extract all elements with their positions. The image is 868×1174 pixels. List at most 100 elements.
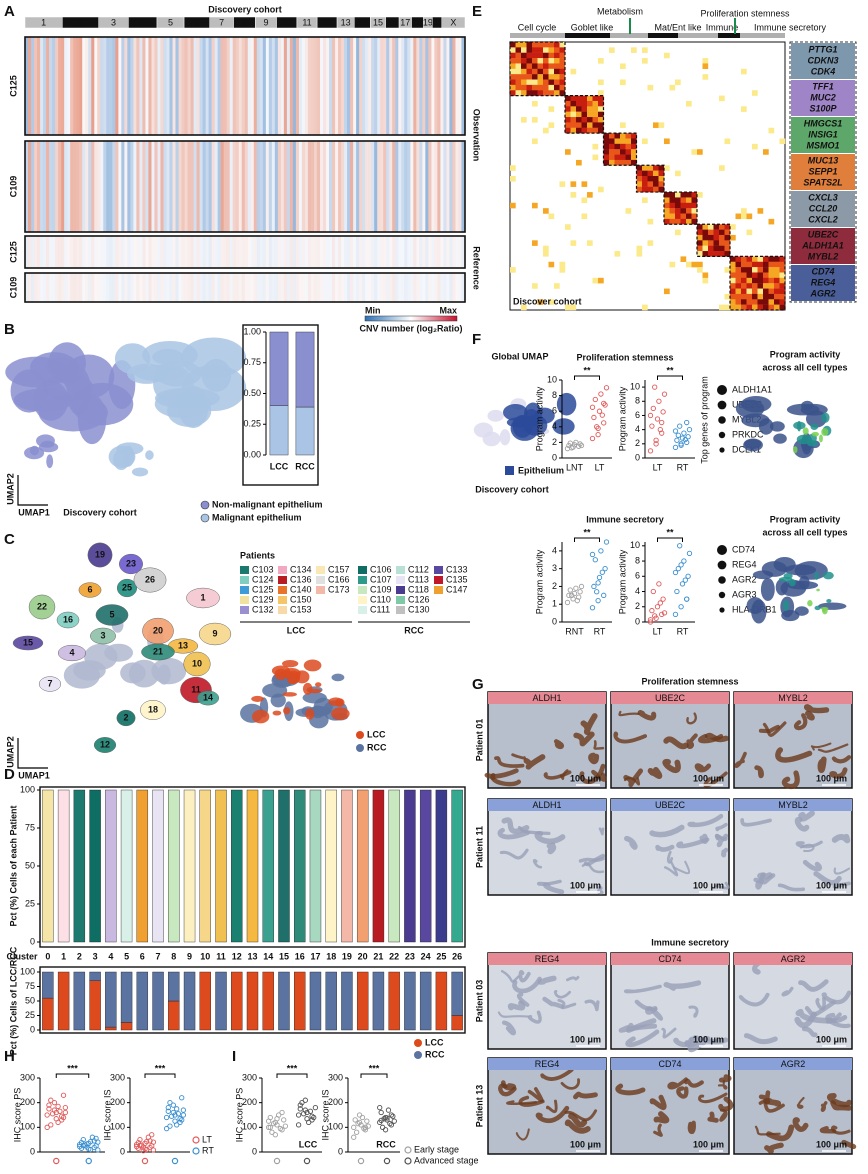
bar xyxy=(120,789,133,943)
marker-header xyxy=(611,953,729,965)
bar xyxy=(372,789,385,943)
tissue xyxy=(775,747,813,763)
cluster-blob xyxy=(56,611,80,629)
y-tick-label: 0 xyxy=(635,616,640,626)
data-point xyxy=(358,1122,364,1128)
heatmap-cell xyxy=(570,181,577,187)
x-tick-label: 15 xyxy=(279,951,289,961)
cnv-stripe xyxy=(452,141,456,232)
umap-cells xyxy=(145,450,154,460)
axis-title: UMAP1 xyxy=(18,507,50,517)
cnv-stripe xyxy=(347,236,351,268)
tissue xyxy=(653,1123,663,1137)
section-title: Program activity xyxy=(770,514,841,524)
y-tick-label: 0 xyxy=(635,452,640,462)
bar xyxy=(294,971,306,1031)
heatmap-cell xyxy=(779,293,786,300)
cnv-stripe xyxy=(262,37,266,135)
bar xyxy=(42,789,54,943)
data-point xyxy=(282,1123,289,1129)
bar xyxy=(435,789,448,943)
tissue xyxy=(490,772,522,787)
cnv-stripe xyxy=(422,236,426,268)
x-tick-label: 26 xyxy=(452,951,462,961)
heatmap-cell xyxy=(581,111,588,118)
heatmap-cell xyxy=(609,138,615,145)
umap-cells xyxy=(308,688,322,694)
cnv-stripe xyxy=(404,141,408,232)
cnv-stripe xyxy=(248,236,251,268)
data-point xyxy=(270,1120,277,1127)
umap-cells xyxy=(758,418,774,435)
panel-label: C xyxy=(4,531,15,548)
heatmap-cell xyxy=(614,154,621,161)
heatmap-cell xyxy=(664,213,670,220)
heatmap-cell xyxy=(543,208,549,214)
y-axis-title: IHC score PS xyxy=(12,1088,22,1143)
bar xyxy=(435,971,448,1031)
y-tick-label: 300 xyxy=(328,1072,343,1082)
heatmap-cell xyxy=(625,143,632,150)
heatmap-cell xyxy=(691,261,698,268)
cnv-stripe xyxy=(374,141,378,232)
cluster-blob xyxy=(183,651,211,677)
umap-cells xyxy=(796,434,811,445)
cnv-stripe xyxy=(253,141,257,232)
heatmap-cell xyxy=(746,272,753,279)
data-point xyxy=(180,1112,187,1118)
legend-swatch xyxy=(396,566,405,574)
heatmap-cell xyxy=(735,304,742,311)
cnv-stripe xyxy=(118,236,122,268)
data-point xyxy=(167,1100,173,1106)
data-point xyxy=(567,587,573,593)
data-point xyxy=(656,581,662,587)
cnv-stripe xyxy=(40,273,43,302)
panel-label: B xyxy=(4,321,15,338)
gene-label: INSIG1 xyxy=(808,129,838,139)
heatmap-cell xyxy=(543,251,549,257)
cnv-stripe xyxy=(199,273,203,302)
tissue xyxy=(719,1074,732,1083)
tissue xyxy=(647,1006,663,1021)
heatmap-cell xyxy=(774,277,780,284)
y-tick-label: 6 xyxy=(635,410,640,420)
data-point xyxy=(602,566,608,572)
data-point xyxy=(650,405,656,412)
heatmap-cell xyxy=(658,122,665,128)
cnv-stripe xyxy=(250,37,254,135)
cnv-stripe xyxy=(241,236,245,268)
heatmap-cell xyxy=(631,133,637,139)
data-point xyxy=(150,1139,157,1145)
heatmap-cell xyxy=(631,47,637,53)
cnv-stripe xyxy=(431,37,434,135)
bar xyxy=(278,971,290,1031)
y-tick-label: 100 xyxy=(110,1122,125,1132)
bar xyxy=(105,789,117,943)
heatmap-cell xyxy=(642,197,648,203)
y-axis-title: Program activity xyxy=(617,549,627,614)
cluster-blob xyxy=(186,587,220,609)
heatmap-cell xyxy=(697,267,703,273)
bar xyxy=(451,1015,463,1031)
cnv-stripe xyxy=(428,141,432,232)
heatmap-cell xyxy=(642,304,648,311)
cnv-stripe xyxy=(446,141,450,232)
heatmap-cell xyxy=(537,79,544,86)
tissue xyxy=(553,990,572,999)
cnv-stripe xyxy=(386,273,390,302)
tissue xyxy=(804,1000,836,1017)
cnv-stripe xyxy=(419,236,423,268)
heatmap-cell xyxy=(521,47,527,53)
legend-swatch xyxy=(434,566,443,574)
heatmap-cell xyxy=(587,117,593,123)
heatmap-cell xyxy=(746,277,753,284)
tissue xyxy=(829,767,848,779)
heatmap-cell xyxy=(565,111,571,118)
heatmap-cell xyxy=(581,122,588,128)
heatmap-cell xyxy=(730,283,736,289)
cnv-stripe xyxy=(46,37,50,135)
gene-dot xyxy=(719,447,725,453)
cnv-stripe xyxy=(313,37,318,135)
y-tick-label: 0 xyxy=(338,1146,343,1156)
data-point xyxy=(352,1117,358,1123)
